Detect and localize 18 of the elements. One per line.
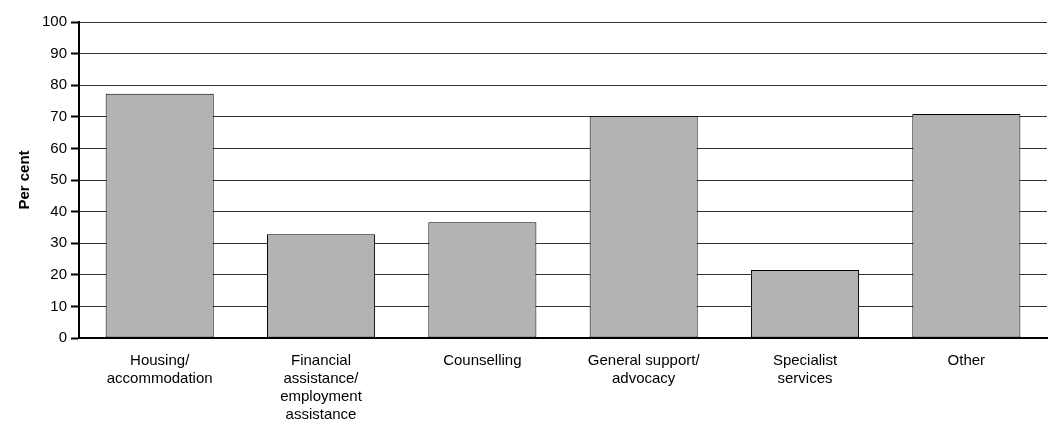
y-axis-title: Per cent bbox=[15, 150, 33, 210]
y-tick-label: 10 bbox=[50, 296, 68, 314]
y-tick-label: 40 bbox=[50, 201, 68, 219]
y-tick-label: 0 bbox=[58, 328, 68, 346]
x-tick-label: Specialist services bbox=[772, 351, 838, 387]
x-tick-label: Housing/ accommodation bbox=[106, 351, 213, 387]
y-tick-label: 100 bbox=[42, 12, 68, 30]
y-tick-label: 90 bbox=[50, 43, 68, 61]
y-tick-label: 60 bbox=[50, 138, 68, 156]
x-tick-label: General support/ advocacy bbox=[587, 351, 701, 387]
y-tick-label: 50 bbox=[50, 170, 68, 188]
x-tick-label: Counselling bbox=[443, 351, 522, 369]
x-tick-label: Other bbox=[947, 351, 986, 369]
y-tick-label: 80 bbox=[50, 75, 68, 93]
y-tick-label: 70 bbox=[50, 106, 68, 124]
x-tick-label: Financial assistance/ employment assistance bbox=[280, 351, 363, 423]
y-tick-label: 30 bbox=[50, 233, 68, 251]
y-tick-label: 20 bbox=[50, 264, 68, 282]
